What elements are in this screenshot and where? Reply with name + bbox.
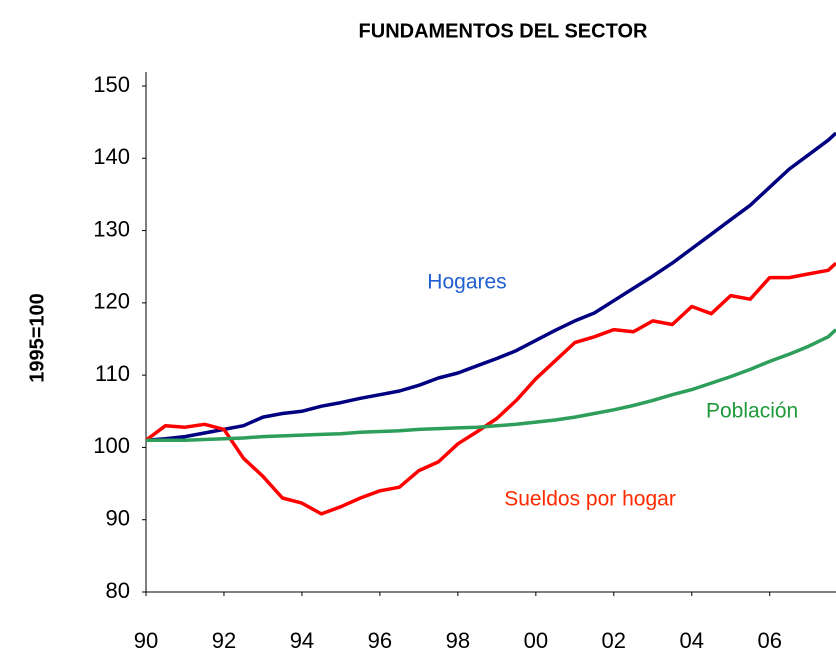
y-axis-label: 1995=100 <box>26 293 48 383</box>
series-line <box>146 328 836 442</box>
x-tick-label: 90 <box>134 628 158 653</box>
x-tick-label: 96 <box>368 628 392 653</box>
series-line <box>145 131 836 442</box>
x-tick-label: 04 <box>680 628 704 653</box>
series-label: Hogares <box>427 271 506 294</box>
y-tick-label: 80 <box>106 578 130 603</box>
x-tick-label: 06 <box>757 628 781 653</box>
y-tick-label: 140 <box>93 144 130 169</box>
y-tick-label: 110 <box>95 361 130 386</box>
x-tick-label: 02 <box>602 628 626 653</box>
series-label: Sueldos por hogar <box>504 488 676 511</box>
y-tick-label: 90 <box>106 506 130 531</box>
series-label: Población <box>706 400 798 423</box>
y-tick-label: 120 <box>93 289 130 314</box>
y-tick-label: 100 <box>93 433 130 458</box>
x-tick-label: 00 <box>524 628 548 653</box>
y-tick-label: 130 <box>93 216 130 241</box>
series-line <box>144 261 836 516</box>
x-tick-label: 92 <box>212 628 236 653</box>
x-tick-label: 94 <box>290 628 314 653</box>
x-tick-label: 98 <box>446 628 470 653</box>
y-tick-label: 150 <box>93 72 130 97</box>
chart-title: FUNDAMENTOS DEL SECTOR <box>359 20 648 42</box>
